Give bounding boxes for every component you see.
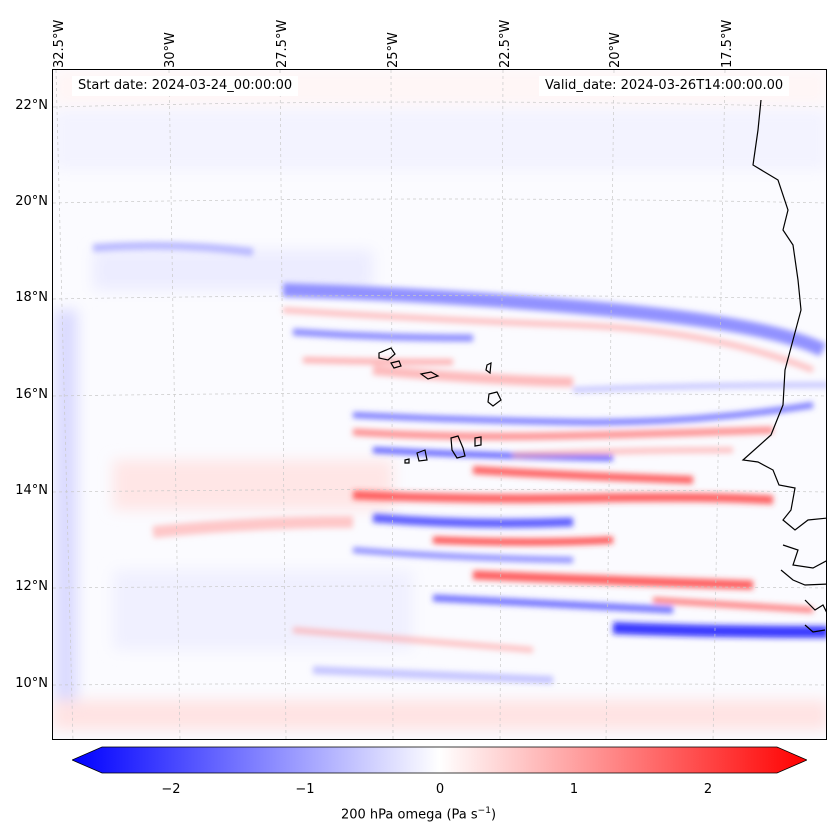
omega-streaks (92, 241, 826, 684)
coastlines (378, 99, 826, 633)
map-panel (52, 69, 827, 740)
start-date-label: Start date: 2024-03-24_00:00:00 (72, 76, 299, 96)
lat-label-22n: 22°N (15, 98, 48, 113)
lon-label-32-5w: 32.5°W (52, 19, 67, 68)
colorbar-tick-neg1: −1 (295, 782, 315, 797)
island-sao-nicolau (419, 371, 440, 380)
colorbar-tick-neg2: −2 (161, 782, 181, 797)
colorbar-tick-2: 2 (703, 782, 713, 797)
lat-label-16n: 16°N (15, 387, 48, 402)
lon-label-25w: 25°W (386, 32, 401, 68)
colorbar-tick-1: 1 (569, 782, 579, 797)
lon-label-20w: 20°W (608, 32, 623, 68)
lon-label-27-5w: 27.5°W (275, 19, 290, 68)
island-santo-antao (378, 347, 396, 361)
africa-coastline (741, 99, 826, 531)
lat-label-18n: 18°N (15, 290, 48, 305)
island-boa-vista (487, 391, 502, 407)
island-sal (485, 361, 492, 375)
island-sao-vicente (390, 360, 402, 369)
omega-field-map (53, 70, 826, 739)
valid-date-label: Valid_date: 2024-03-26T14:00:00.00 (539, 76, 790, 96)
colorbar-label: 200 hPa omega (Pa s−1) (340, 806, 497, 823)
colorbar (72, 746, 807, 774)
colorbar-body (72, 746, 807, 774)
lat-label-14n: 14°N (15, 483, 48, 498)
island-santiago (450, 435, 466, 459)
lon-label-17-5w: 17.5°W (720, 19, 735, 68)
lon-label-30w: 30°W (163, 32, 178, 68)
africa-coastline-south (780, 544, 826, 633)
colorbar-tick-0: 0 (435, 782, 445, 797)
lon-label-22-5w: 22.5°W (498, 19, 513, 68)
island-brava (404, 458, 410, 464)
lat-label-20n: 20°N (15, 194, 48, 209)
island-fogo (416, 449, 428, 462)
graticule (53, 70, 826, 739)
lat-label-10n: 10°N (15, 676, 48, 691)
lat-label-12n: 12°N (15, 579, 48, 594)
island-maio (474, 436, 482, 447)
